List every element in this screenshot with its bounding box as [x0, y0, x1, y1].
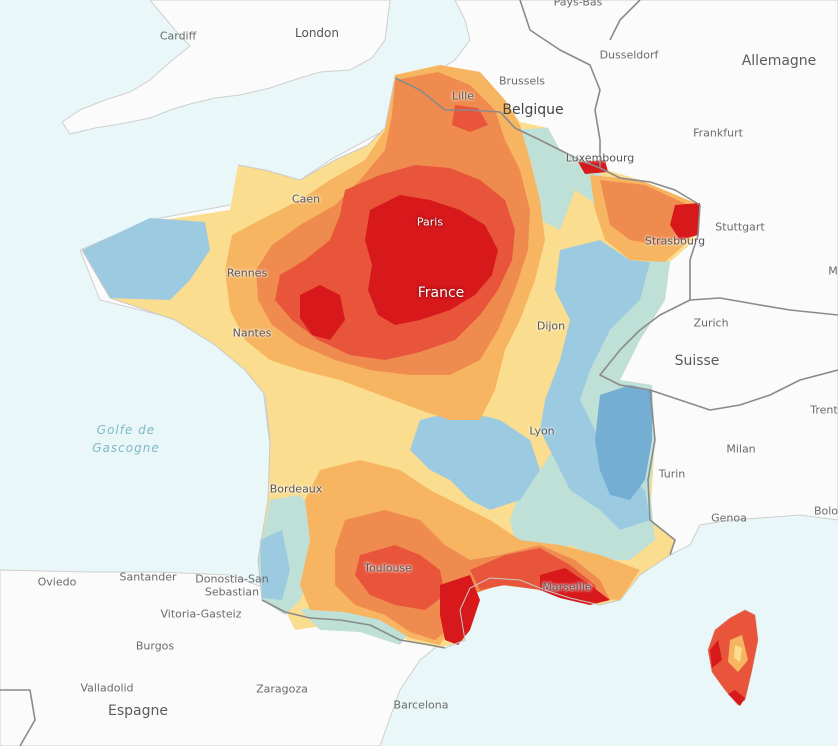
city-label-caen: Caen: [291, 192, 321, 206]
city-label-sebastian: Sebastian: [204, 585, 260, 599]
coast-layer: [81, 77, 671, 649]
city-label-stuttgart: Stuttgart: [715, 220, 765, 234]
city-label-brussels: Brussels: [498, 74, 546, 88]
heat-strasbourg-core: [670, 203, 700, 240]
heat-corsica-low: [734, 645, 742, 662]
city-label-milan: Milan: [726, 442, 756, 456]
city-label-dijon: Dijon: [536, 319, 566, 333]
border-germany-east: [609, 0, 641, 41]
city-label-frankfurt: Frankfurt: [693, 126, 743, 140]
city-label-zaragoza: Zaragoza: [256, 682, 308, 696]
city-label-oviedo: Oviedo: [37, 575, 77, 589]
city-label-m: M: [828, 264, 838, 278]
city-label-nantes: Nantes: [232, 326, 272, 340]
country-label-belgique: Belgique: [502, 102, 564, 118]
city-label-paris: Paris: [416, 215, 444, 229]
city-label-cardiff: Cardiff: [159, 29, 197, 43]
city-label-rennes: Rennes: [226, 266, 268, 280]
border-france-italy: [647, 389, 676, 556]
sea-label-golfe-de-gascogne: Golfe de Gascogne: [92, 423, 160, 455]
city-label-luxembourg: Luxembourg: [565, 151, 635, 165]
city-label-dusseldorf: Dusseldorf: [599, 48, 659, 62]
city-label-marseille: Marseille: [542, 580, 592, 594]
border-germany-switzerland: [689, 297, 838, 316]
city-label-lyon: Lyon: [529, 424, 555, 438]
city-label-strasbourg: Strasbourg: [644, 234, 706, 248]
heat-corsica-core: [710, 640, 745, 706]
heat-marseille-core: [540, 568, 610, 605]
city-label-genoa: Genoa: [711, 511, 747, 525]
city-label-bordeaux: Bordeaux: [269, 482, 323, 496]
border-france-germany: [599, 167, 701, 300]
border-switzerland-italy: [649, 369, 838, 411]
heat-brittany-cool: [82, 218, 210, 300]
city-label-zurich: Zurich: [693, 316, 729, 330]
country-label-france: France: [417, 285, 465, 301]
heat-east-cool-2: [540, 240, 650, 530]
coast-channel: [237, 77, 396, 181]
heat-massif-central-cool: [410, 410, 540, 510]
border-belgium-netherlands-germany: [519, 0, 601, 168]
city-label-barcelona: Barcelona: [393, 698, 449, 712]
country-label-espagne: Espagne: [108, 703, 168, 719]
heat-landes-cool-2: [260, 530, 290, 600]
heat-touraine-core: [300, 285, 345, 340]
heat-alps-cool: [595, 385, 652, 500]
heat-lille-high: [452, 105, 488, 132]
city-label-trent: Trent: [810, 403, 838, 417]
city-label-valladolid: Valladolid: [80, 681, 134, 695]
land-great-britain: [61, 0, 391, 135]
country-label-allemagne: Allemagne: [741, 53, 817, 69]
city-label-vitoria-gasteiz: Vitoria-Gasteiz: [160, 607, 242, 621]
heat-paris-core: [365, 195, 498, 325]
heat-toulouse-high: [355, 545, 445, 610]
country-label-pays-bas: Pays-Bas: [553, 0, 603, 9]
city-label-lille: Lille: [451, 89, 475, 103]
country-label-suisse: Suisse: [674, 353, 720, 369]
city-label-toulouse: Toulouse: [364, 561, 412, 575]
coast-atlantic: [81, 249, 271, 601]
city-label-santander: Santander: [119, 570, 177, 584]
heat-layer: [82, 65, 758, 706]
coast-med: [444, 554, 671, 649]
heat-lorraine-high: [600, 180, 695, 245]
border-spain-portugal: [0, 689, 36, 746]
border-france-belgium: [394, 77, 601, 169]
city-label-london: London: [295, 26, 339, 40]
city-label-turin: Turin: [658, 467, 686, 481]
border-france-spain: [261, 599, 446, 649]
city-label-bolo: Bolo: [813, 504, 838, 518]
city-label-donostia-san: Donostia-San: [195, 572, 269, 586]
border-france-switzerland: [599, 299, 691, 391]
city-label-burgos: Burgos: [135, 639, 175, 653]
